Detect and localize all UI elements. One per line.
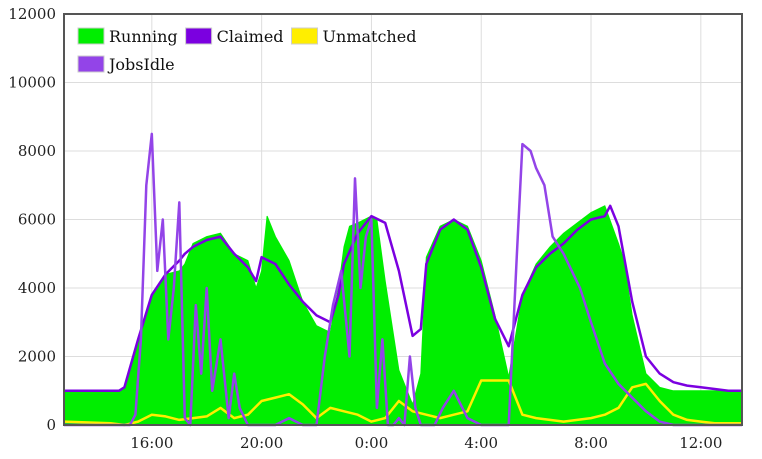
legend-swatch — [291, 27, 319, 45]
legend-swatch — [77, 27, 105, 45]
y-tick-label: 12000 — [8, 5, 56, 23]
y-axis: 0 2000 4000 6000 8000 10000 12000 — [8, 5, 56, 434]
x-tick-label: 0:00 — [355, 434, 389, 452]
legend-item-claimed: Claimed — [185, 27, 284, 46]
legend-swatch — [185, 27, 213, 45]
y-tick-label: 8000 — [18, 142, 56, 160]
y-tick-label: 4000 — [18, 279, 56, 297]
y-tick-label: 10000 — [8, 74, 56, 92]
x-tick-label: 20:00 — [240, 434, 283, 452]
legend-item-running: Running — [77, 27, 178, 46]
series-claimed-line — [64, 204, 742, 393]
series-layer — [63, 132, 743, 427]
series-jobsidle-line — [64, 132, 742, 427]
legend: Running Claimed Unmatched JobsIdle — [77, 27, 417, 74]
legend-label: Unmatched — [323, 27, 417, 46]
legend-item-jobsidle: JobsIdle — [77, 55, 175, 74]
x-tick-label: 16:00 — [130, 434, 173, 452]
y-tick-label: 6000 — [18, 211, 56, 229]
x-axis: 16:00 20:00 0:00 4:00 8:00 12:00 — [130, 434, 722, 452]
legend-label: Claimed — [217, 27, 284, 46]
legend-swatch — [77, 55, 105, 73]
x-tick-label: 12:00 — [679, 434, 722, 452]
legend-label: Running — [109, 27, 178, 46]
series-running-area — [63, 205, 743, 426]
y-tick-label: 2000 — [18, 348, 56, 366]
series-unmatched-line — [63, 379, 742, 427]
plot-frame — [63, 13, 743, 426]
y-tick-label: 0 — [46, 416, 56, 434]
x-tick-label: 8:00 — [574, 434, 608, 452]
legend-item-unmatched: Unmatched — [291, 27, 417, 46]
legend-label: JobsIdle — [107, 55, 175, 74]
x-tick-label: 4:00 — [464, 434, 498, 452]
